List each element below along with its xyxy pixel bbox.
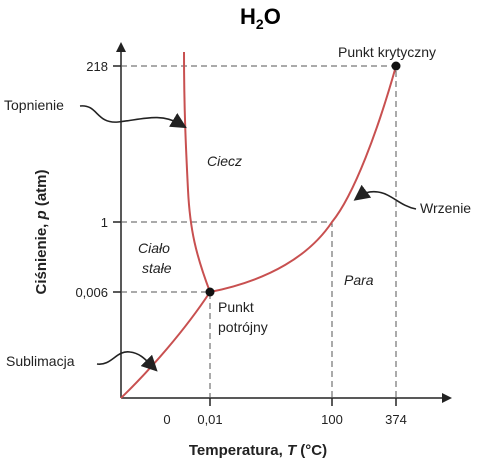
melting-curve	[183, 51, 211, 293]
region-gas-label: Para	[344, 272, 374, 288]
diagram-title: H2O	[240, 4, 281, 32]
x-tick-label-001: 0,01	[197, 412, 222, 427]
x-tick-label-0: 0	[163, 412, 170, 427]
melting-annotation: Topnienie	[4, 97, 64, 113]
x-axis-arrow	[442, 393, 452, 403]
sublimation-pointer-arrow	[96, 351, 158, 372]
region-liquid-label: Ciecz	[207, 153, 242, 169]
sublimation-curve	[120, 291, 211, 399]
vaporization-curve	[209, 65, 397, 293]
y-axis-arrow	[116, 42, 126, 52]
y-tick-label-0006: 0,006	[75, 285, 108, 300]
y-tick-label-1: 1	[101, 215, 108, 230]
critical-point-label: Punkt krytyczny	[338, 44, 436, 60]
sublimation-annotation: Sublimacja	[6, 353, 75, 369]
triple-guide-lines	[121, 291, 211, 398]
critical-point-marker	[391, 61, 401, 71]
region-solid-label-line1: Ciało	[138, 240, 170, 256]
x-tick-label-100: 100	[321, 412, 343, 427]
y-axis-title: Ciśnienie, p (atm)	[33, 169, 50, 294]
critical-guide-lines	[121, 65, 397, 398]
x-axis-title: Temperatura, T (°C)	[189, 442, 327, 459]
boiling-pointer-arrow	[353, 184, 417, 210]
triple-point-label-line2: potrójny	[218, 319, 268, 335]
x-tick-label-374: 374	[385, 412, 407, 427]
triple-point-label-line1: Punkt	[218, 299, 254, 315]
region-solid-label-line2: stałe	[142, 260, 172, 276]
y-tick-label-218: 218	[86, 59, 108, 74]
triple-point-marker	[205, 287, 215, 297]
melting-pointer-arrow	[79, 105, 187, 129]
boiling-annotation: Wrzenie	[420, 200, 471, 216]
